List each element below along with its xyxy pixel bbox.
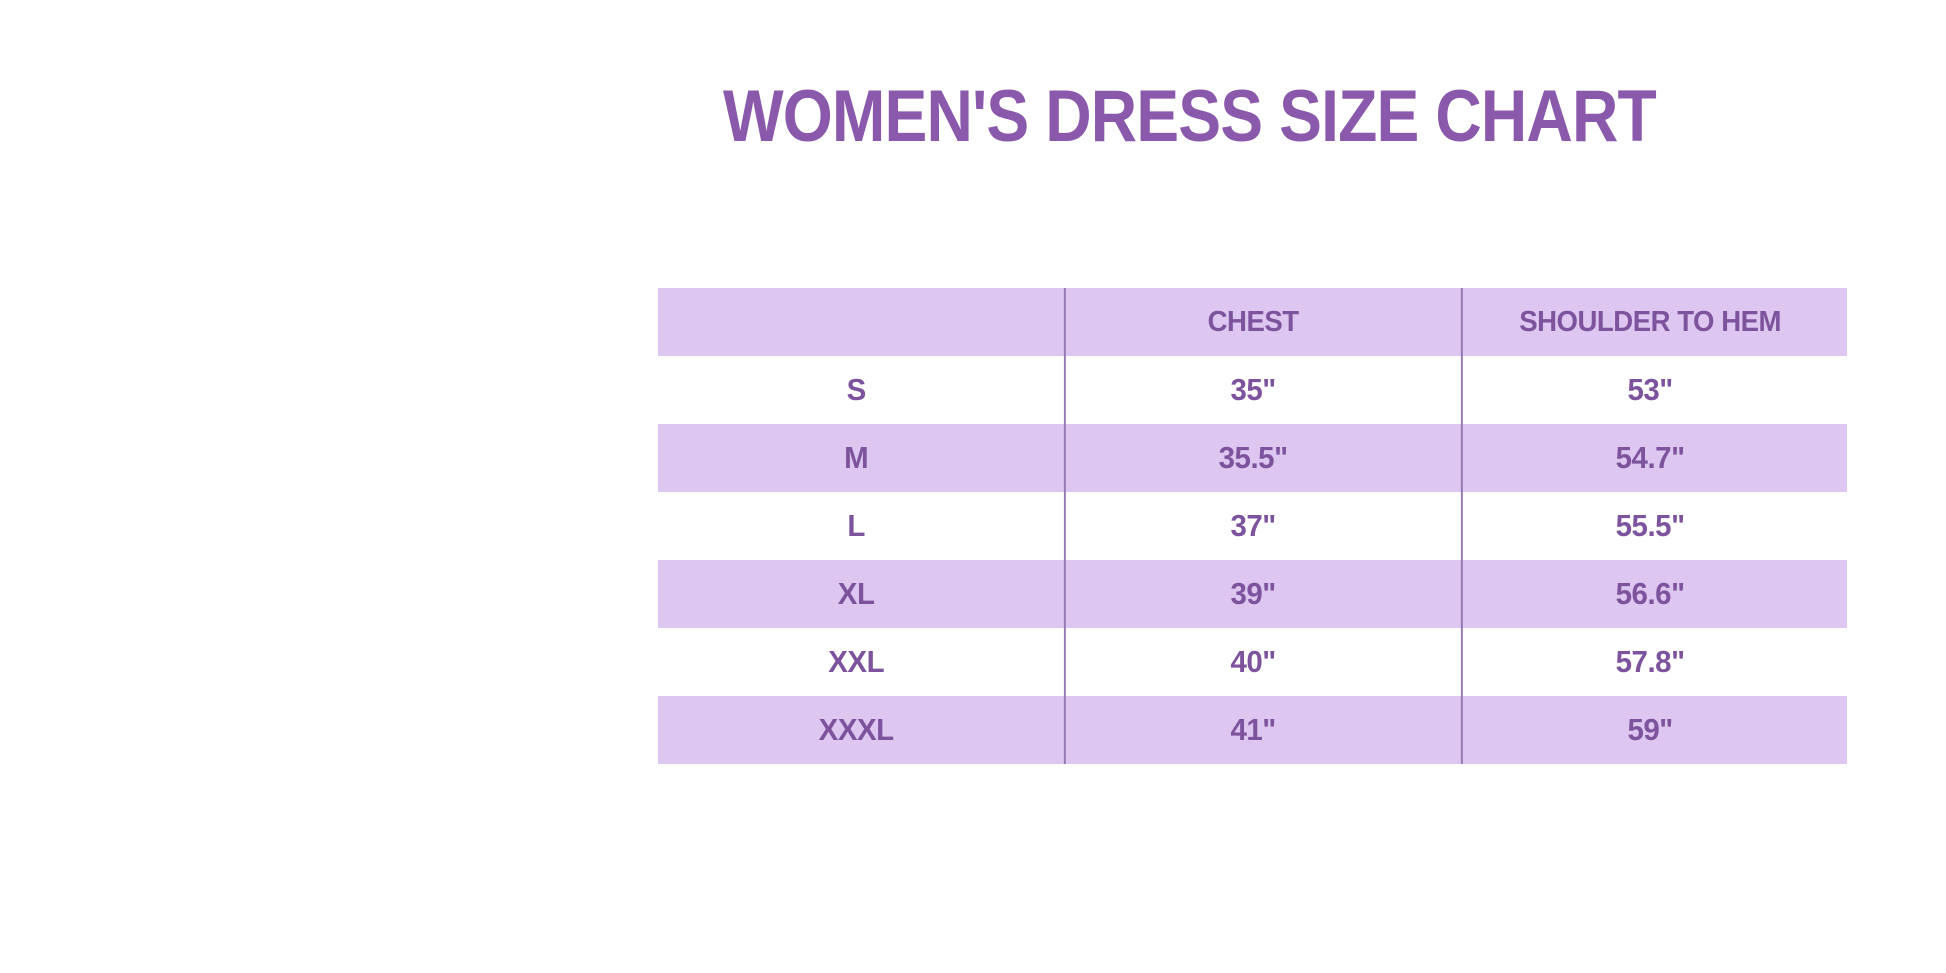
shoulder-to-hem-value: 59": [1460, 696, 1838, 764]
table-row-l: L 37" 55.5": [658, 492, 1847, 560]
page-title: WOMEN'S DRESS SIZE CHART: [723, 76, 1657, 157]
size-label: L: [847, 508, 865, 543]
header-cell-size: [668, 288, 1045, 356]
chest-value: 40": [1064, 628, 1441, 696]
table-row-xxl: XXL 40" 57.8": [658, 628, 1847, 696]
size-label: S: [846, 372, 867, 407]
size-label: XXL: [828, 644, 885, 679]
chest-value: 41": [1064, 696, 1441, 764]
table-row-s: S 35" 53": [658, 356, 1847, 424]
size-label: XL: [837, 576, 875, 611]
size-chart-table: CHEST SHOULDER TO HEM S 35" 53" M 35.5" …: [658, 288, 1847, 764]
shoulder-to-hem-value: 57.8": [1460, 628, 1838, 696]
table-row-m: M 35.5" 54.7": [658, 424, 1847, 492]
table-row-xxxl: XXXL 41" 59": [658, 696, 1847, 764]
chest-value: 35": [1064, 356, 1441, 424]
header-cell-chest: CHEST: [1064, 288, 1441, 356]
table-row-xl: XL 39" 56.6": [658, 560, 1847, 628]
shoulder-to-hem-value: 55.5": [1460, 492, 1838, 560]
table-header-row: CHEST SHOULDER TO HEM: [658, 288, 1847, 356]
chest-value: 37": [1064, 492, 1441, 560]
size-label: M: [844, 440, 869, 475]
chest-value: 35.5": [1064, 424, 1441, 492]
shoulder-to-hem-value: 54.7": [1460, 424, 1838, 492]
size-label: XXXL: [818, 712, 894, 747]
shoulder-to-hem-value: 56.6": [1460, 560, 1838, 628]
shoulder-to-hem-value: 53": [1460, 356, 1838, 424]
header-cell-shoulder-to-hem: SHOULDER TO HEM: [1460, 288, 1838, 356]
chest-value: 39": [1064, 560, 1441, 628]
